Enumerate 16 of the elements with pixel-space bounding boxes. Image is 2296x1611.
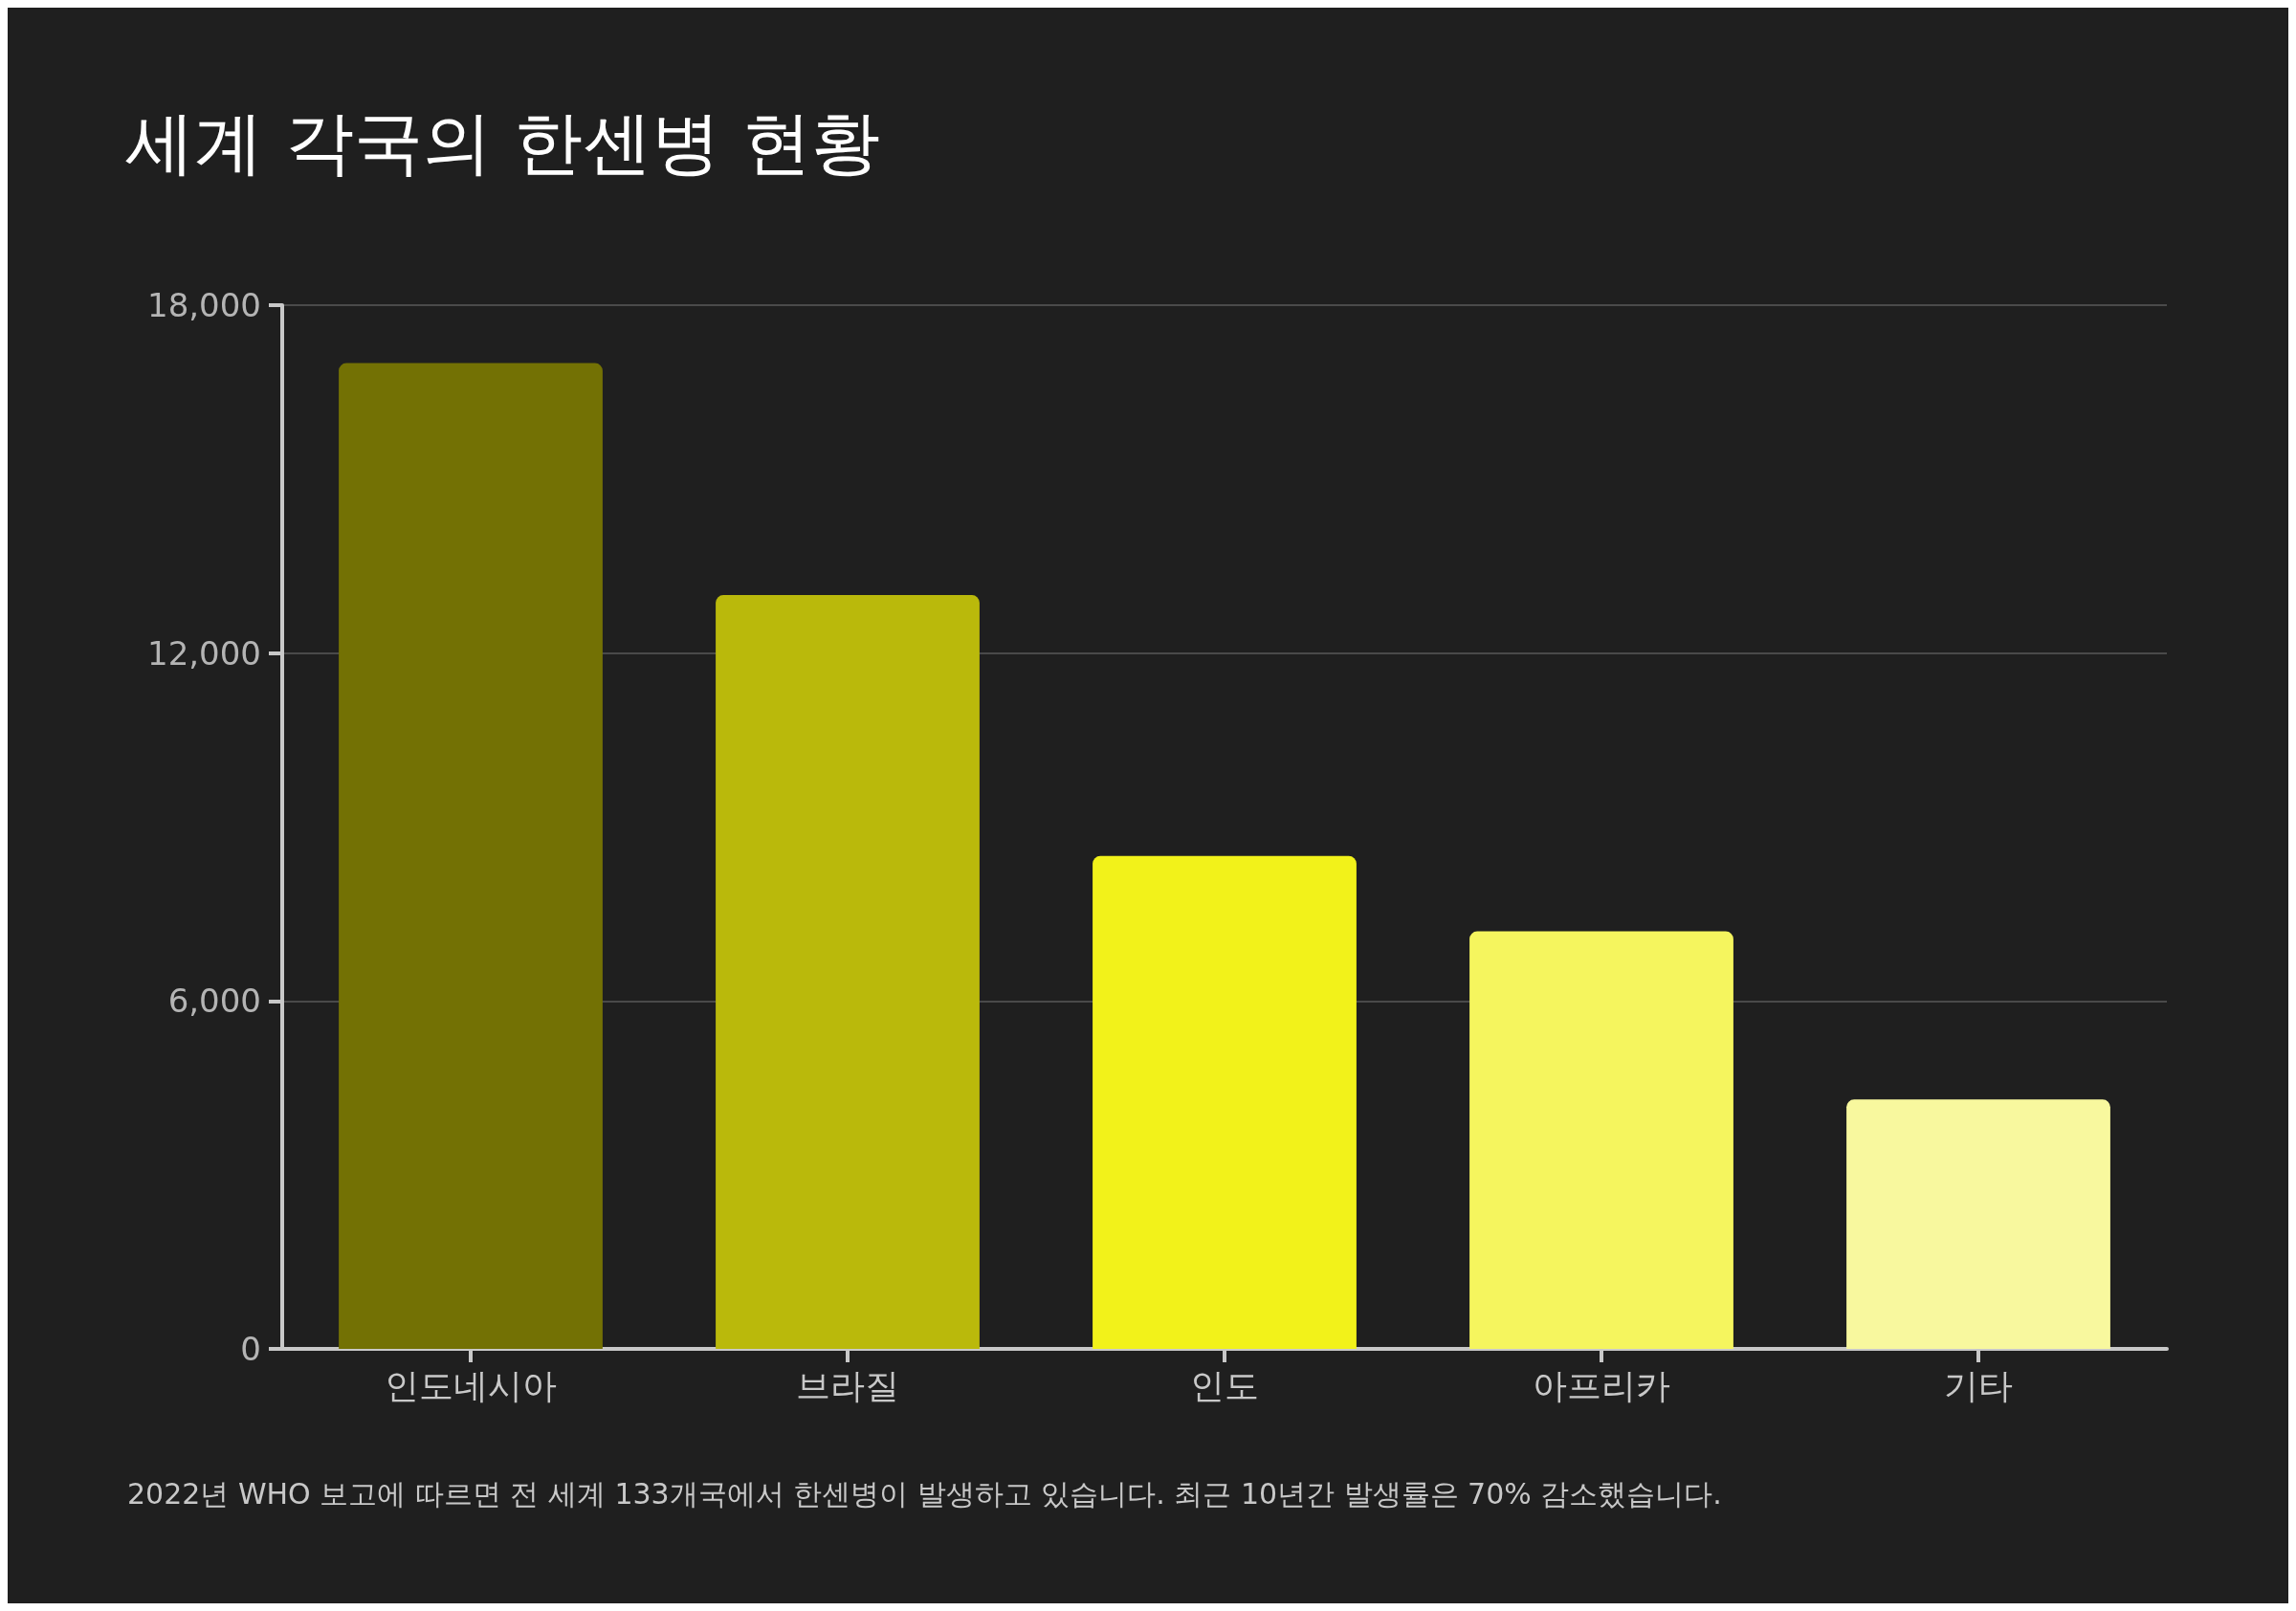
bar — [1469, 931, 1733, 1349]
bar — [1093, 855, 1357, 1349]
x-tick-label: 기타 — [1944, 1365, 2013, 1405]
bar — [339, 363, 603, 1349]
y-tick-label: 12,000 — [147, 633, 261, 673]
text: 2022년 WHO 보고에 따르면 전 세계 133개국에서 한센병이 발생하고 있습니다. 최근 10년간 발생률은 70% 감소했습니다. — [127, 1476, 1722, 1511]
x-tick-label: 아프리카 — [1533, 1365, 1670, 1405]
chart-title: 세계 각국의 한센병 현황 — [125, 102, 880, 183]
y-tick-label: 18,000 — [147, 286, 261, 324]
x-tick-label: 브라질 — [796, 1365, 899, 1405]
bar — [716, 595, 980, 1349]
y-tick-label: 0 — [240, 1330, 261, 1368]
y-tick-label: 6,000 — [167, 982, 261, 1021]
x-tick-label: 인도 — [1190, 1365, 1259, 1405]
x-tick-label: 인도네시아 — [385, 1365, 557, 1405]
bar — [1846, 1099, 2110, 1349]
